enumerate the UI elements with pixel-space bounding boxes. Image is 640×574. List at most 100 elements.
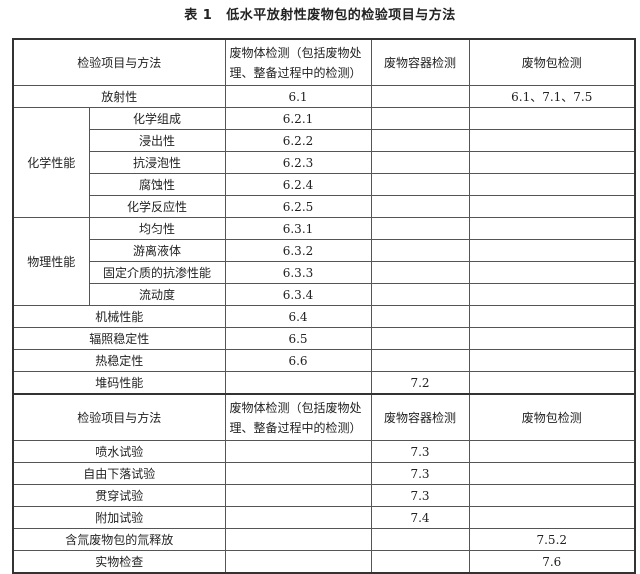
row-label: 机械性能 [12,305,226,328]
table-cell: 6.1 [224,85,372,108]
table-cell: 6.4 [224,305,372,328]
table-caption: 低水平放射性废物包的检验项目与方法 [226,8,456,23]
table-cell [468,107,636,130]
row-label: 附加试验 [12,506,226,529]
table-cell [370,550,470,574]
table-cell [370,85,470,108]
row-label: 化学组成 [88,107,226,130]
table-row: 实物检查 7.6 [12,550,636,574]
table-cell [468,349,636,372]
row-label: 固定介质的抗渗性能 [88,261,226,284]
table-cell [370,129,470,152]
table-row: 物理性能 均匀性 6.3.1 [12,217,636,306]
table-cell: 6.5 [224,327,372,350]
table-cell: 6.3.4 [224,283,372,306]
table-cell: 7.2 [370,371,470,395]
table-row: 化学性能 化学组成 6.2.1 [12,107,636,218]
row-label: 腐蚀性 [88,173,226,196]
table-row: 抗浸泡性 6.2.3 [13,151,636,174]
table-row: 固定介质的抗渗性能 6.3.3 [13,261,636,284]
row-label: 抗浸泡性 [88,151,226,174]
table-cell: 7.3 [370,484,470,507]
table-row: 腐蚀性 6.2.4 [13,173,636,196]
header-waste-form: 废物体检测（包括废物处理、整备过程中的检测） [224,393,372,441]
table-cell: 6.2.2 [224,129,372,152]
table-cell: 6.3.2 [224,239,372,262]
table-row: 放射性 6.1 6.1、7.1、7.5 [12,85,636,108]
table-cell [468,173,636,196]
table-cell [224,440,372,463]
table-cell: 6.2.5 [224,195,372,218]
table-row: 辐照稳定性 6.5 [12,327,636,350]
table-cell [468,462,636,485]
row-label: 喷水试验 [12,440,226,463]
row-label: 贯穿试验 [12,484,226,507]
header-package: 废物包检测 [468,38,636,86]
table-cell [370,217,470,240]
header-package: 废物包检测 [468,393,636,441]
table-row: 化学反应性 6.2.5 [13,195,636,218]
row-label: 游离液体 [88,239,226,262]
table-row: 机械性能 6.4 [12,305,636,328]
table-cell [370,195,470,218]
row-label: 均匀性 [88,217,226,240]
table-number: 表 1 [184,8,213,23]
table-cell [468,283,636,306]
table-cell [370,261,470,284]
table-cell [468,239,636,262]
table-cell [224,506,372,529]
table-cell [224,371,372,395]
header-waste-form: 废物体检测（包括废物处理、整备过程中的检测） [224,38,372,86]
table-cell: 6.1、7.1、7.5 [468,85,636,108]
inspection-table: 检验项目与方法 废物体检测（包括废物处理、整备过程中的检测） 废物容器检测 废物包检测… [12,38,637,574]
table-cell [370,283,470,306]
table-cell [468,506,636,529]
row-label: 含氚废物包的氚释放 [12,528,226,551]
table-cell: 6.2.3 [224,151,372,174]
table-cell [224,528,372,551]
table-row: 流动度 6.3.4 [13,283,636,306]
table-row: 含氚废物包的氚释放 7.5.2 [12,528,636,551]
row-label: 自由下落试验 [12,462,226,485]
row-label: 堆码性能 [12,371,226,395]
row-label: 化学反应性 [88,195,226,218]
row-label: 浸出性 [88,129,226,152]
table-row: 自由下落试验 7.3 [12,462,636,485]
header-item: 检验项目与方法 [12,38,226,86]
table-cell [468,195,636,218]
table-row: 检验项目与方法 废物体检测（包括废物处理、整备过程中的检测） 废物容器检测 废物包检测 [12,38,636,86]
table-cell: 7.5.2 [468,528,636,551]
table-cell: 6.3.3 [224,261,372,284]
table-row: 附加试验 7.4 [12,506,636,529]
table-row: 贯穿试验 7.3 [12,484,636,507]
table-cell [468,305,636,328]
table-cell [468,129,636,152]
table-cell: 6.2.1 [224,107,372,130]
table-row: 游离液体 6.3.2 [13,239,636,262]
table-cell: 6.3.1 [224,217,372,240]
row-label: 流动度 [88,283,226,306]
table-cell [370,327,470,350]
header-container: 废物容器检测 [370,38,470,86]
table-cell [224,484,372,507]
table-cell: 6.6 [224,349,372,372]
table-row: 堆码性能 7.2 [12,371,636,395]
table-cell [468,261,636,284]
group-label: 化学性能 [12,107,90,218]
table-row: 喷水试验 7.3 [12,440,636,463]
table-cell [370,107,470,130]
table-cell [370,305,470,328]
table-cell [370,349,470,372]
table-cell: 7.4 [370,506,470,529]
row-label: 放射性 [12,85,226,108]
table-cell [468,371,636,395]
row-label: 热稳定性 [12,349,226,372]
table-cell [468,484,636,507]
table-cell [224,462,372,485]
table-cell [370,151,470,174]
table-cell: 7.3 [370,462,470,485]
table-cell [468,327,636,350]
header-item: 检验项目与方法 [12,393,226,441]
table-title: 表 1 低水平放射性废物包的检验项目与方法 [0,4,640,23]
table-cell: 7.3 [370,440,470,463]
